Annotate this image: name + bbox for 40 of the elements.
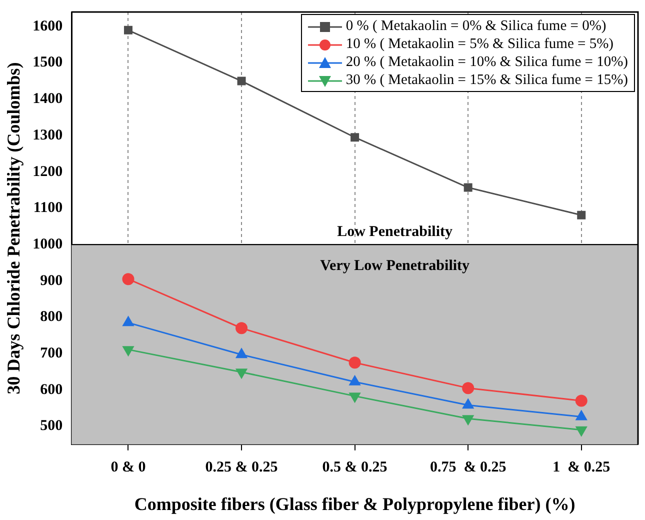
- point: [575, 394, 588, 407]
- y-tick-label: 1500: [32, 54, 63, 71]
- point: [237, 76, 246, 86]
- y-tick-label: 1100: [33, 200, 63, 216]
- legend-label: 10 % ( Metakaolin = 5% & Silica fume = 5%): [346, 36, 614, 52]
- y-tick-label: 1300: [32, 127, 63, 144]
- x-tick-label: 0.5 & 0.25: [322, 459, 388, 476]
- y-tick-label: 1600: [32, 18, 63, 34]
- point: [577, 210, 586, 220]
- band-label: Very Low Penetrability: [320, 258, 470, 274]
- ref-line-label: Low Penetrability: [337, 224, 453, 240]
- y-tick-label: 1200: [32, 164, 63, 180]
- y-tick-label: 500: [40, 418, 63, 434]
- legend-label: 30 % ( Metakaolin = 15% & Silica fume = 15%): [346, 72, 628, 88]
- x-axis-title: Composite fibers (Glass fiber & Polypropylene fiber) (%): [134, 494, 576, 514]
- x-tick-label: 0 & 0: [110, 459, 146, 476]
- y-tick-label: 700: [40, 345, 63, 362]
- y-axis-title: 30 Days Chloride Penetrability (Coulombs): [3, 62, 24, 394]
- point: [462, 415, 474, 426]
- point: [575, 426, 588, 437]
- y-tick-label: 1000: [32, 236, 63, 252]
- point: [464, 183, 472, 192]
- x-tick-label: 1 & 0.25: [552, 459, 610, 476]
- legend-label: 0 % ( Metakaolin = 0% & Silica fume = 0%): [346, 18, 606, 34]
- point: [462, 382, 474, 394]
- point: [348, 392, 361, 404]
- y-tick-label: 900: [40, 272, 63, 289]
- legend-label: 20 % ( Metakaolin = 10% & Silica fume = 10%): [346, 54, 628, 70]
- x-tick-label: 0.75 & 0.25: [430, 459, 506, 476]
- point: [124, 26, 132, 34]
- y-tick-label: 1400: [32, 91, 63, 108]
- point: [235, 368, 248, 380]
- point: [122, 273, 134, 286]
- point: [350, 133, 360, 142]
- x-tick-label: 0.25 & 0.25: [205, 459, 278, 476]
- point: [348, 356, 361, 369]
- y-tick-label: 600: [40, 382, 63, 398]
- point: [236, 322, 248, 334]
- y-tick-label: 800: [40, 309, 63, 326]
- point: [122, 346, 134, 357]
